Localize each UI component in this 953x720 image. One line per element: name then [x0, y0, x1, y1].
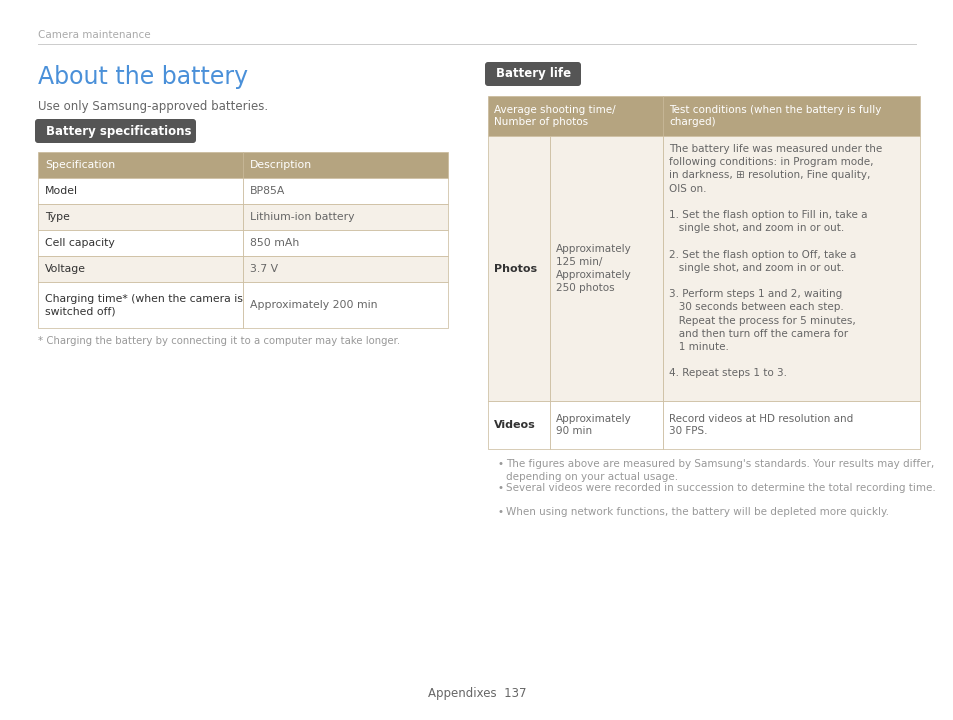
Bar	[38, 230, 243, 256]
Text: Charging time* (when the camera is
switched off): Charging time* (when the camera is switc…	[45, 294, 243, 316]
Text: The battery life was measured under the
following conditions: in Program mode,
i: The battery life was measured under the …	[668, 144, 882, 379]
Bar	[662, 136, 919, 401]
Text: BP85A: BP85A	[250, 186, 285, 196]
Bar	[243, 282, 448, 328]
Bar	[488, 401, 550, 449]
Text: Use only Samsung-approved batteries.: Use only Samsung-approved batteries.	[38, 100, 268, 113]
Text: Cell capacity: Cell capacity	[45, 238, 114, 248]
Text: Specification: Specification	[45, 160, 115, 170]
Bar	[243, 230, 448, 256]
Text: Type: Type	[45, 212, 70, 222]
Text: •: •	[497, 459, 503, 469]
Text: 850 mAh: 850 mAh	[250, 238, 299, 248]
Text: Approximately
125 min/
Approximately
250 photos: Approximately 125 min/ Approximately 250…	[556, 244, 631, 293]
Text: Voltage: Voltage	[45, 264, 86, 274]
Bar	[243, 178, 448, 204]
Bar	[243, 204, 448, 230]
Text: Battery life: Battery life	[496, 68, 571, 81]
Text: Camera maintenance: Camera maintenance	[38, 30, 151, 40]
Bar	[38, 282, 243, 328]
Text: * Charging the battery by connecting it to a computer may take longer.: * Charging the battery by connecting it …	[38, 336, 399, 346]
Text: •: •	[497, 483, 503, 493]
Text: Lithium-ion battery: Lithium-ion battery	[250, 212, 355, 222]
Text: The figures above are measured by Samsung's standards. Your results may differ, : The figures above are measured by Samsun…	[505, 459, 933, 482]
Text: Appendixes  137: Appendixes 137	[427, 687, 526, 700]
Bar	[550, 136, 662, 401]
FancyBboxPatch shape	[484, 62, 580, 86]
Text: Approximately
90 min: Approximately 90 min	[556, 414, 631, 436]
Text: Record videos at HD resolution and
30 FPS.: Record videos at HD resolution and 30 FP…	[668, 414, 852, 436]
Bar	[662, 401, 919, 449]
Bar	[38, 256, 243, 282]
FancyBboxPatch shape	[35, 119, 195, 143]
Bar	[662, 96, 919, 136]
Text: Photos: Photos	[494, 264, 537, 274]
Bar	[550, 401, 662, 449]
Text: About the battery: About the battery	[38, 65, 248, 89]
Text: Average shooting time/
Number of photos: Average shooting time/ Number of photos	[494, 105, 615, 127]
Text: Approximately 200 min: Approximately 200 min	[250, 300, 377, 310]
Bar	[38, 204, 243, 230]
Text: 3.7 V: 3.7 V	[250, 264, 278, 274]
Bar	[488, 96, 662, 136]
Bar	[243, 152, 448, 178]
Text: Test conditions (when the battery is fully
charged): Test conditions (when the battery is ful…	[668, 105, 881, 127]
Bar	[488, 136, 550, 401]
Bar	[38, 152, 243, 178]
Bar	[38, 178, 243, 204]
Text: Description: Description	[250, 160, 312, 170]
Bar	[243, 256, 448, 282]
Text: Model: Model	[45, 186, 78, 196]
Text: •: •	[497, 507, 503, 517]
Text: Battery specifications: Battery specifications	[46, 125, 192, 138]
Text: Videos: Videos	[494, 420, 536, 430]
Text: When using network functions, the battery will be depleted more quickly.: When using network functions, the batter…	[505, 507, 888, 517]
Text: Several videos were recorded in succession to determine the total recording time: Several videos were recorded in successi…	[505, 483, 935, 493]
